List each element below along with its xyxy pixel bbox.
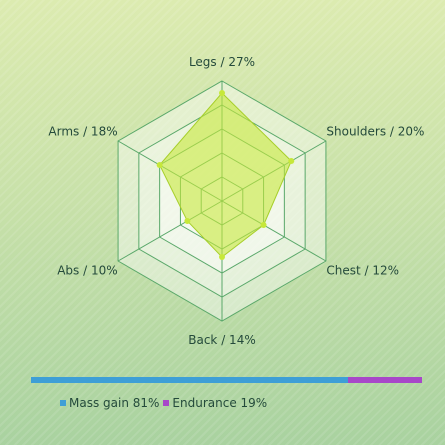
legend: Mass gain 81% Endurance 19% [60, 396, 271, 410]
legend-item-mass-gain: Mass gain 81% [60, 396, 159, 410]
split-segment-mass-gain [31, 377, 348, 383]
split-segment-endurance [347, 377, 422, 383]
axis-label-arms: Arms / 18% [48, 125, 117, 139]
radar-series [156, 90, 295, 260]
point-shoulders [288, 158, 295, 164]
axis-label-abs: Abs / 10% [57, 264, 117, 278]
legend-swatch-mass-gain [60, 400, 66, 406]
legend-label-mass-gain: Mass gain 81% [69, 396, 160, 410]
point-back [219, 254, 225, 260]
point-legs [219, 90, 225, 96]
legend-swatch-endurance [163, 400, 170, 406]
axis-label-legs: Legs / 27% [189, 55, 255, 69]
legend-label-endurance: Endurance 19% [172, 396, 268, 410]
split-bar [31, 377, 422, 383]
axis-label-back: Back / 14% [188, 333, 255, 347]
point-arms [156, 162, 163, 168]
point-chest [260, 222, 267, 228]
axis-label-chest: Chest / 12% [326, 264, 399, 278]
axis-labels: Legs / 27% Shoulders / 20% Chest / 12% Back… [48, 55, 424, 347]
point-abs [184, 218, 191, 224]
legend-item-endurance: Endurance 19% [163, 396, 267, 410]
axis-label-shoulders: Shoulders / 20% [326, 125, 424, 139]
